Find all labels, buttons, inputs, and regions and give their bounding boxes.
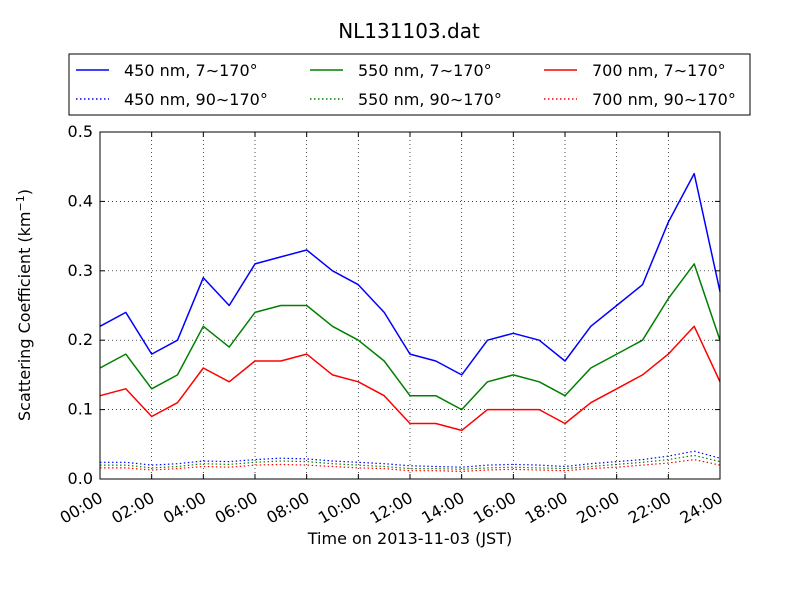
legend-label: 550 nm, 90∼170° [358, 90, 502, 109]
y-tick-label: 0.1 [68, 400, 93, 419]
x-tick-label: 14:00 [418, 488, 467, 528]
legend-label: 450 nm, 7∼170° [124, 61, 258, 80]
legend-label: 700 nm, 7∼170° [592, 61, 726, 80]
plot-area [99, 131, 721, 480]
x-tick-label: 12:00 [367, 488, 416, 528]
x-tick-label: 16:00 [470, 488, 519, 528]
x-tick-label: 06:00 [212, 488, 261, 528]
y-tick-label: 0.4 [68, 191, 93, 210]
x-tick-label: 22:00 [625, 488, 674, 528]
x-axis-tick-labels: 00:00 02:00 04:00 06:00 08:00 10:00 12:00 14:00… [57, 488, 726, 528]
series-layer [99, 172, 721, 472]
y-axis-title: Scattering Coefficient (km−1) [14, 189, 35, 421]
x-tick-label: 04:00 [160, 488, 209, 528]
legend-label: 700 nm, 90∼170° [592, 90, 736, 109]
series-line-2 [99, 325, 721, 432]
y-tick-label: 0.3 [68, 261, 93, 280]
y-tick-label: 0.0 [68, 469, 93, 488]
x-tick-label: 18:00 [522, 488, 571, 528]
x-axis-title: Time on 2013-11-03 (JST) [307, 529, 512, 548]
x-tick-label: 08:00 [263, 488, 312, 528]
x-tick-label: 00:00 [57, 488, 106, 528]
legend-label: 550 nm, 7∼170° [358, 61, 492, 80]
y-tick-label: 0.2 [68, 330, 93, 349]
y-axis-tick-labels: 0.0 0.1 0.2 0.3 0.4 0.5 [68, 122, 93, 488]
x-tick-label: 20:00 [573, 488, 622, 528]
legend: 450 nm, 7∼170° 550 nm, 7∼170° 700 nm, 7∼17… [68, 53, 751, 116]
x-tick-label: 24:00 [677, 488, 726, 528]
axis-ticks [99, 131, 721, 480]
chart-title: NL131103.dat [338, 19, 480, 43]
series-line-5 [100, 459, 721, 472]
legend-frame [68, 53, 751, 116]
series-line-0 [99, 172, 721, 376]
x-tick-label: 10:00 [315, 488, 364, 528]
series-line-1 [99, 263, 721, 411]
y-tick-label: 0.5 [68, 122, 93, 141]
x-tick-label: 02:00 [108, 488, 157, 528]
legend-label: 450 nm, 90∼170° [124, 90, 268, 109]
gridlines [100, 132, 720, 479]
